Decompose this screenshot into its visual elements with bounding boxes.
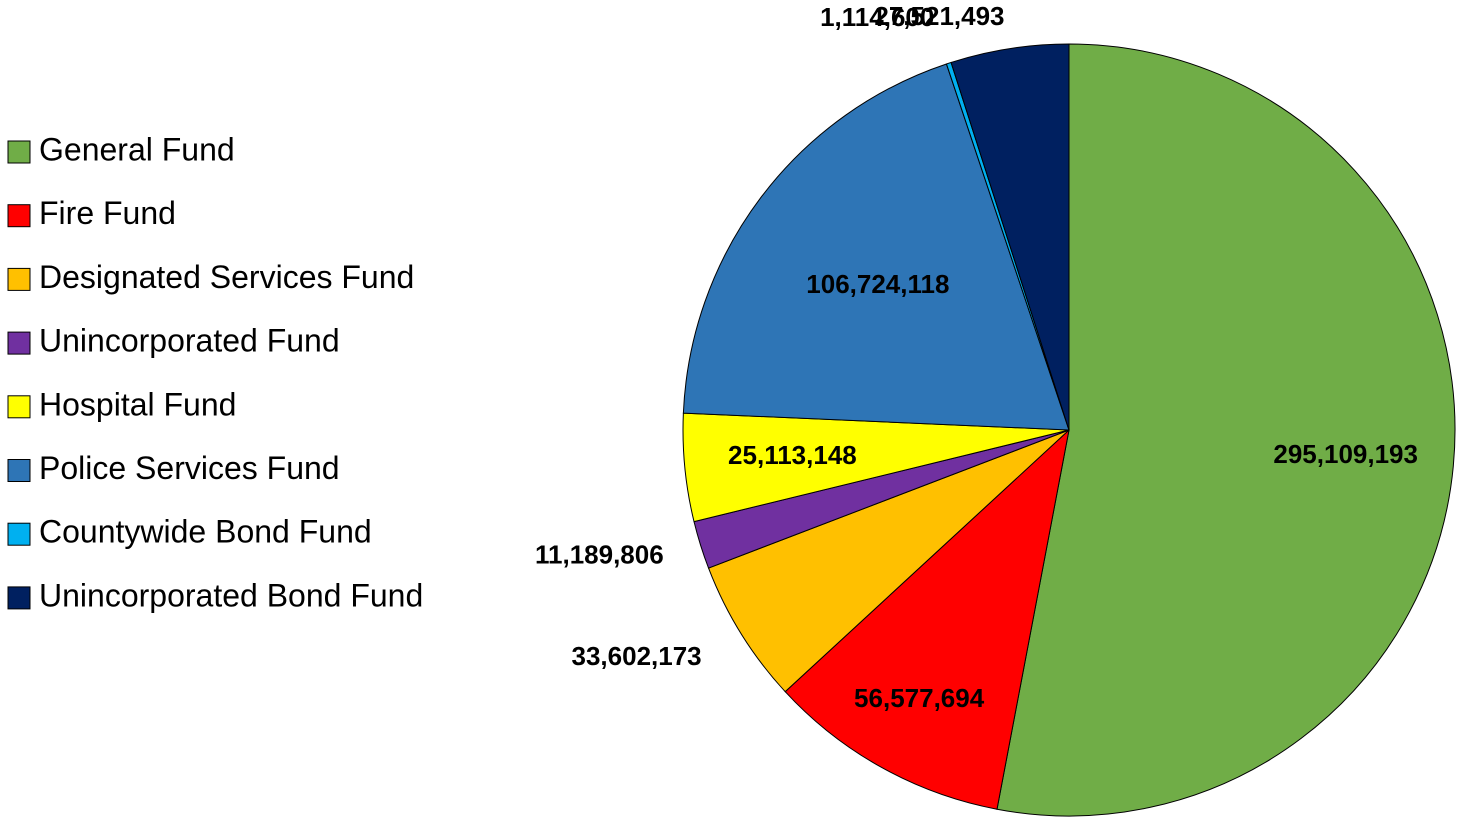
data-label: 25,113,148	[728, 440, 857, 470]
data-label: 56,577,694	[854, 683, 985, 713]
legend-swatch	[7, 331, 31, 355]
pie-slice	[682, 63, 1070, 431]
legend-swatch	[7, 267, 31, 291]
legend-label: Unincorporated Bond Fund	[39, 577, 423, 613]
data-label: 1,114,600	[820, 2, 934, 32]
legend-swatch	[7, 204, 31, 228]
data-label: 33,602,173	[572, 641, 702, 671]
legend-swatch	[7, 395, 31, 419]
legend-swatch	[7, 140, 31, 164]
legend-label: General Fund	[39, 131, 235, 167]
legend-label: Designated Services Fund	[39, 259, 414, 295]
pie-slice	[707, 429, 1070, 693]
data-label: 106,724,118	[806, 269, 949, 299]
legend-label: Hospital Fund	[39, 386, 236, 422]
legend-label: Police Services Fund	[39, 450, 340, 486]
legend-swatch	[7, 459, 31, 482]
legend-label: Fire Fund	[39, 195, 176, 231]
legend-swatch	[7, 522, 31, 546]
legend-label: Unincorporated Fund	[39, 323, 340, 359]
data-label: 11,189,806	[535, 539, 664, 569]
legend-label: Countywide Bond Fund	[39, 514, 372, 550]
pie-slice	[950, 43, 1070, 431]
pie-slice	[996, 43, 1456, 817]
pie-slice	[784, 428, 1070, 810]
data-label: 295,109,193	[1273, 439, 1418, 469]
legend-swatch	[7, 586, 31, 610]
data-label: 27,521,493	[874, 1, 1004, 31]
